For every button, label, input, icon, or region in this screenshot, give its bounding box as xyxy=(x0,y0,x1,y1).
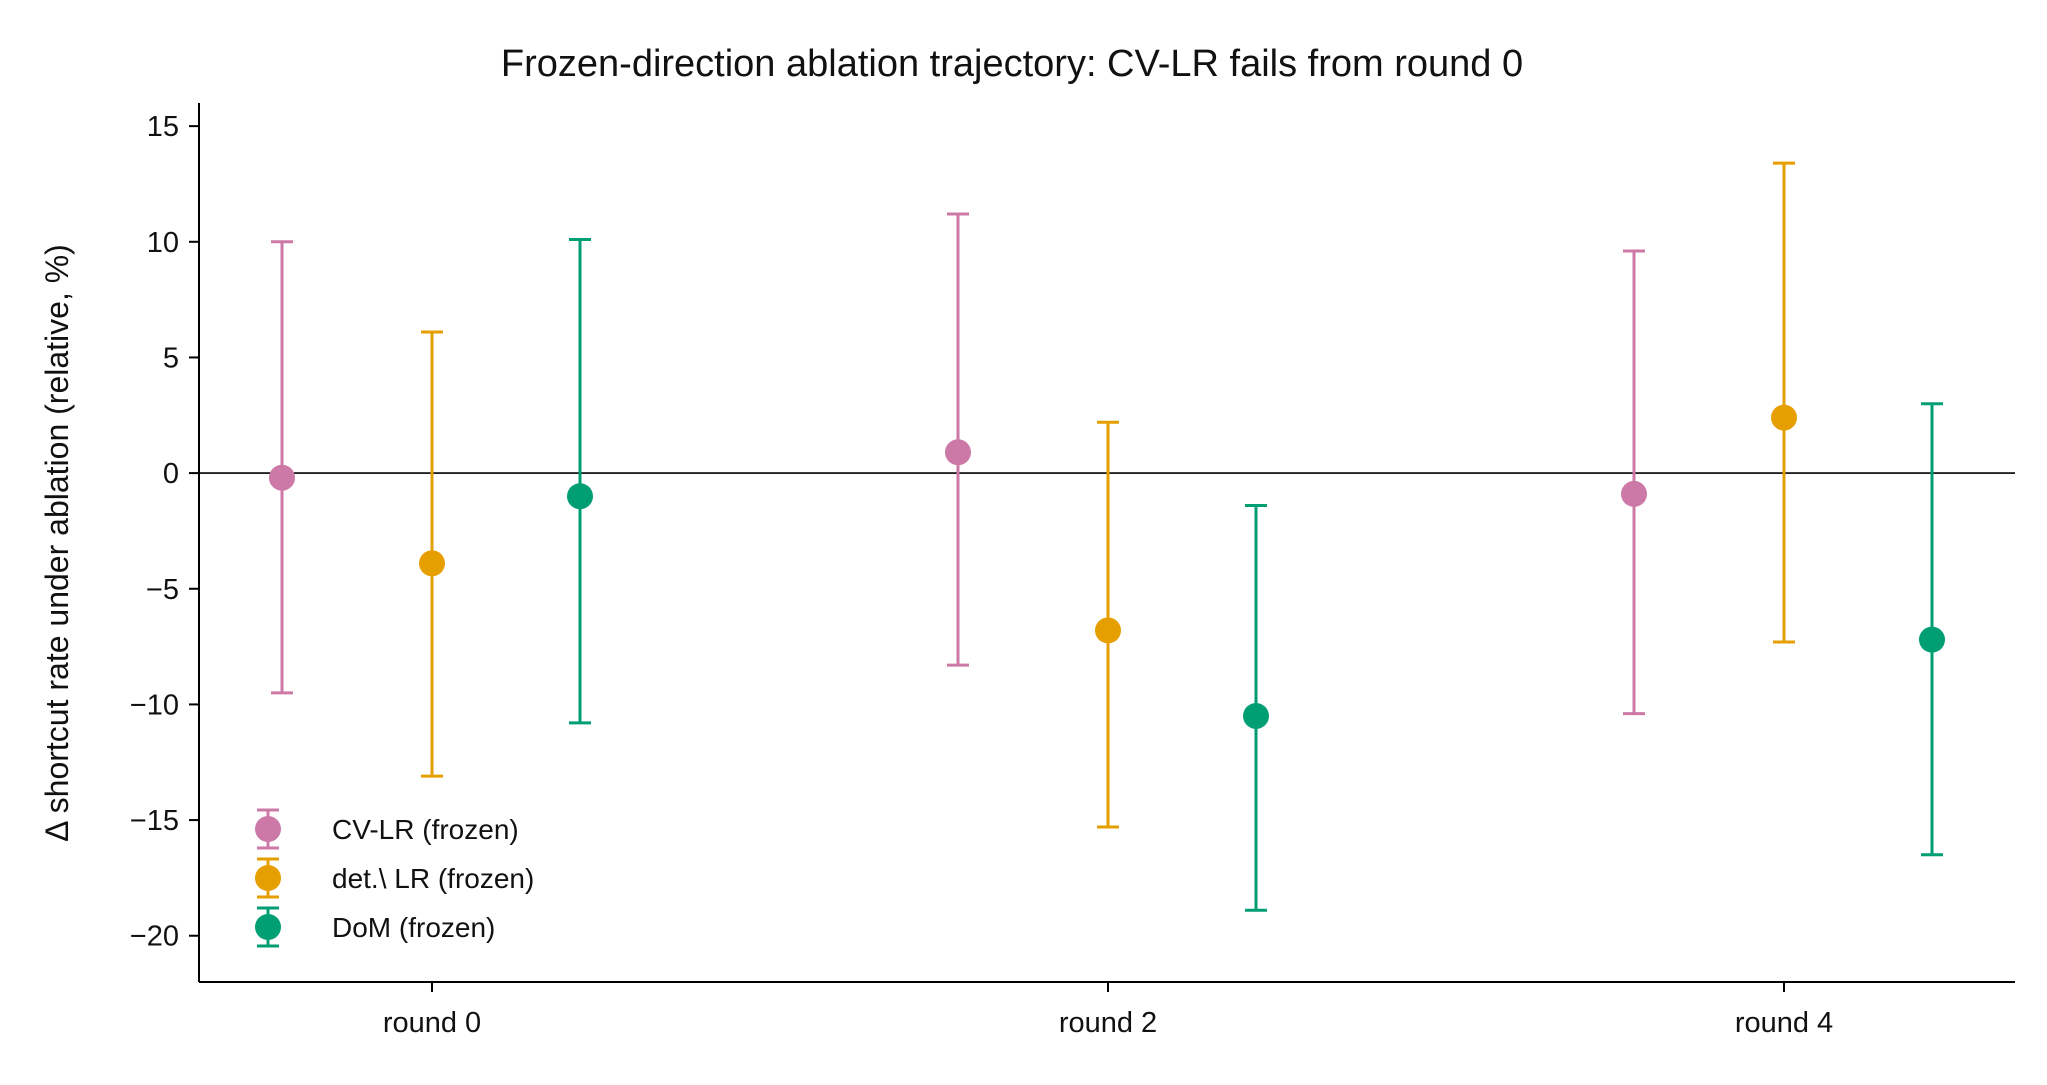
legend-label: det.\ LR (frozen) xyxy=(332,863,534,894)
data-point xyxy=(1919,626,1945,653)
y-tick-label: −20 xyxy=(130,921,179,953)
legend-marker xyxy=(255,914,281,940)
series-2 xyxy=(567,237,1945,912)
data-point xyxy=(1771,404,1797,431)
legend-item-1: det.\ LR (frozen) xyxy=(255,857,534,899)
legend-marker xyxy=(255,816,281,842)
data-point xyxy=(1243,702,1269,729)
y-tick-label: 5 xyxy=(163,342,179,374)
series-1 xyxy=(419,161,1797,829)
legend-label: DoM (frozen) xyxy=(332,912,495,943)
y-tick-label: 0 xyxy=(163,458,179,490)
y-axis-label: Δ shortcut rate under ablation (relative… xyxy=(39,244,75,842)
y-tick-label: −15 xyxy=(130,805,179,837)
data-point xyxy=(269,464,295,491)
data-point xyxy=(1095,617,1121,644)
data-point xyxy=(1621,480,1647,507)
legend-item-0: CV-LR (frozen) xyxy=(255,808,519,850)
data-point xyxy=(419,550,445,577)
x-tick-label: round 2 xyxy=(1059,1007,1157,1039)
y-tick-label: −5 xyxy=(146,574,179,606)
legend-label: CV-LR (frozen) xyxy=(332,814,519,845)
legend-item-2: DoM (frozen) xyxy=(255,906,495,948)
series-0 xyxy=(269,212,1647,716)
data-point xyxy=(567,483,593,510)
y-tick-label: 10 xyxy=(147,227,179,259)
chart-title: Frozen-direction ablation trajectory: CV… xyxy=(501,43,1523,85)
legend-marker xyxy=(255,865,281,891)
data-point xyxy=(945,439,971,466)
plot-area: 15 10 5 0 −5 −10 −15 −20 round 0 round 2 round 4 xyxy=(130,103,2015,1039)
legend: CV-LR (frozen) det.\ LR (frozen) DoM (froz… xyxy=(255,808,534,948)
x-tick-label: round 0 xyxy=(383,1007,481,1039)
x-tick-label: round 4 xyxy=(1735,1007,1833,1039)
y-tick-label: −10 xyxy=(130,689,179,721)
y-tick-label: 15 xyxy=(147,111,179,143)
